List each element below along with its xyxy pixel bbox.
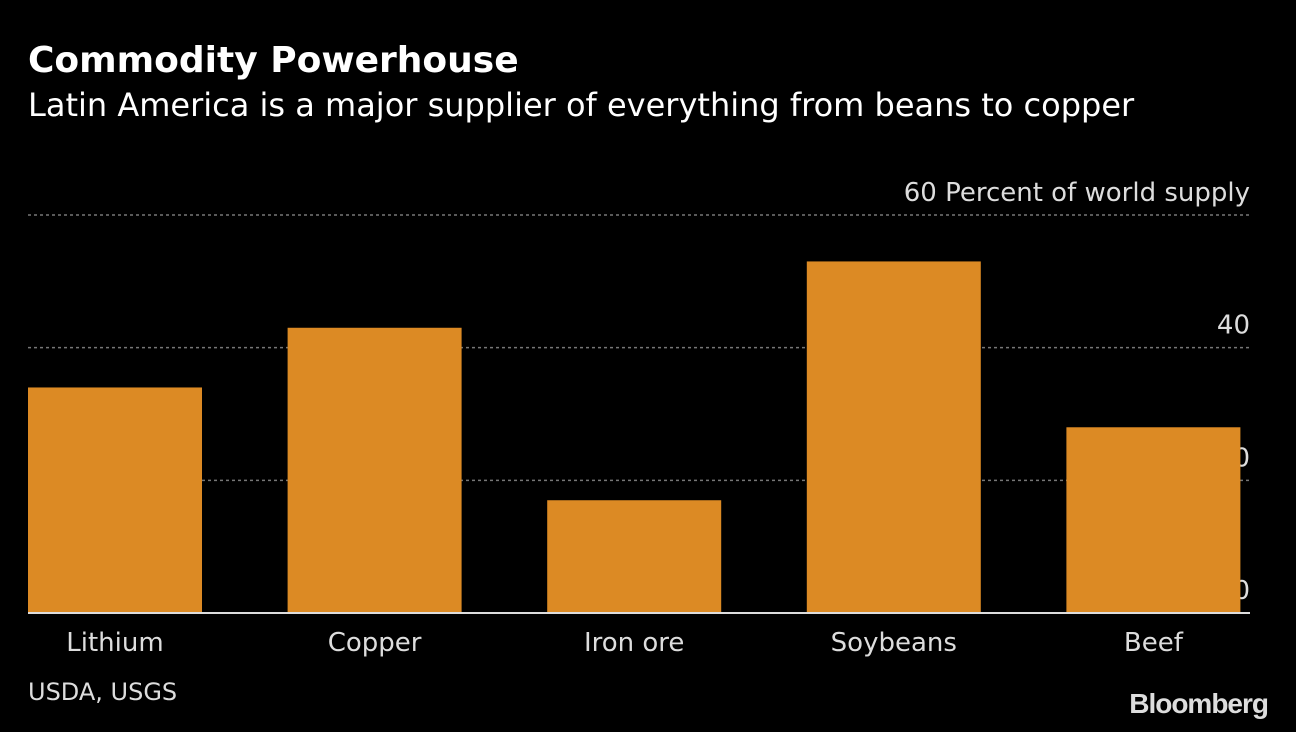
bar-copper — [287, 327, 462, 613]
y-tick-label: 60 Percent of world supply — [904, 178, 1250, 208]
x-tick-label: Iron ore — [584, 628, 684, 658]
bar-beef — [1066, 427, 1241, 613]
x-tick-label: Soybeans — [831, 628, 957, 658]
bar-iron-ore — [547, 500, 722, 613]
bloomberg-logo: Bloomberg — [1129, 688, 1269, 719]
chart-title: Commodity Powerhouse — [28, 40, 519, 81]
y-tick-label: 40 — [1217, 311, 1250, 341]
bar-lithium — [28, 387, 202, 613]
x-tick-label: Beef — [1124, 628, 1184, 658]
chart-subtitle: Latin America is a major supplier of eve… — [28, 86, 1135, 124]
x-tick-label: Copper — [328, 628, 422, 658]
x-tick-label: Lithium — [66, 628, 163, 658]
bar-soybeans — [806, 261, 981, 613]
source-note: USDA, USGS — [28, 678, 178, 706]
